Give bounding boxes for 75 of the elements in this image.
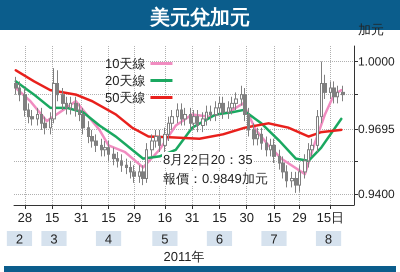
candlestick <box>336 85 339 104</box>
candlestick <box>256 127 259 146</box>
candlestick <box>145 142 148 184</box>
candlestick <box>341 85 345 102</box>
x-tick-label: 31 <box>184 210 200 225</box>
candlestick <box>112 147 116 166</box>
candlestick <box>189 107 192 130</box>
legend-label: 50天線 <box>104 90 146 105</box>
candlestick <box>192 110 196 130</box>
x-axis-title: 2011年 <box>164 249 204 264</box>
line-series <box>14 69 343 140</box>
x-tick-label: 31 <box>74 210 89 225</box>
candlestick <box>74 96 78 118</box>
candlestick <box>107 140 110 162</box>
x-tick-label: 15 <box>266 210 282 225</box>
candlestick <box>81 107 85 135</box>
candlestick <box>158 129 161 152</box>
x2-tick-label: 6 <box>216 232 224 246</box>
candlestick <box>230 96 234 115</box>
candlestick <box>138 164 141 184</box>
x-tick-label: 28 <box>18 210 32 225</box>
candlestick <box>214 100 218 122</box>
candlestick <box>227 100 230 120</box>
candlestick <box>298 164 301 192</box>
candlestick <box>120 154 123 172</box>
candlestick <box>94 134 98 152</box>
candlestick <box>196 110 199 133</box>
x2-tick-label: 2 <box>16 232 24 246</box>
annotation: 8月22日20：35 <box>163 152 253 167</box>
x-tick-label: 15 <box>212 210 227 225</box>
legend-label: 10天線 <box>104 56 146 71</box>
candlestick <box>234 92 238 111</box>
candlestick <box>103 140 107 157</box>
x-tick-label: 16 <box>158 210 172 225</box>
candlestick <box>209 105 212 122</box>
candlestick <box>69 96 72 115</box>
candlestick <box>221 96 225 120</box>
x-tick-label: 29 <box>126 210 142 225</box>
candlestick <box>180 102 183 126</box>
candlestick <box>125 158 128 175</box>
candlestick <box>252 122 256 146</box>
candlestick <box>176 102 179 124</box>
candlestick <box>329 80 332 100</box>
legend-label: 20天線 <box>104 73 146 88</box>
y-axis-title: 加元 <box>358 22 384 37</box>
candlestick <box>116 152 119 168</box>
x-tick-label: 30 <box>239 210 254 225</box>
candlestick <box>265 136 268 157</box>
x-tick-label: 29 <box>292 210 307 225</box>
x2-tick-label: 5 <box>161 232 169 246</box>
annotation: 報價：0.9849加元 <box>163 171 268 186</box>
candlestick <box>18 80 21 102</box>
candlestick <box>36 107 39 126</box>
x2-tick-label: 8 <box>324 232 332 246</box>
candlestick <box>272 138 276 164</box>
y-tick-label: 0.9695 <box>358 122 396 136</box>
candlestick <box>260 127 263 150</box>
x2-tick-label: 4 <box>104 232 112 246</box>
chart-title: 美元兌加元 <box>149 6 250 29</box>
candlestick <box>40 107 43 130</box>
x-tick-label: 15 <box>101 210 116 225</box>
candlestick <box>132 164 136 184</box>
y-tick-label: 0.9400 <box>358 186 396 201</box>
y-tick-label: 1.0000 <box>358 54 396 68</box>
x2-tick-label: 3 <box>50 232 58 246</box>
candlestick <box>61 87 65 111</box>
candlestick <box>332 80 336 104</box>
x2-tick-label: 7 <box>270 232 278 246</box>
candlestick <box>87 120 90 144</box>
candlestick <box>183 107 187 126</box>
candlestick <box>100 138 103 157</box>
candlestick <box>150 134 154 157</box>
x-tick-label: 15日 <box>316 210 344 225</box>
candlestick <box>129 160 132 179</box>
x-tick-label: 15 <box>44 210 60 225</box>
